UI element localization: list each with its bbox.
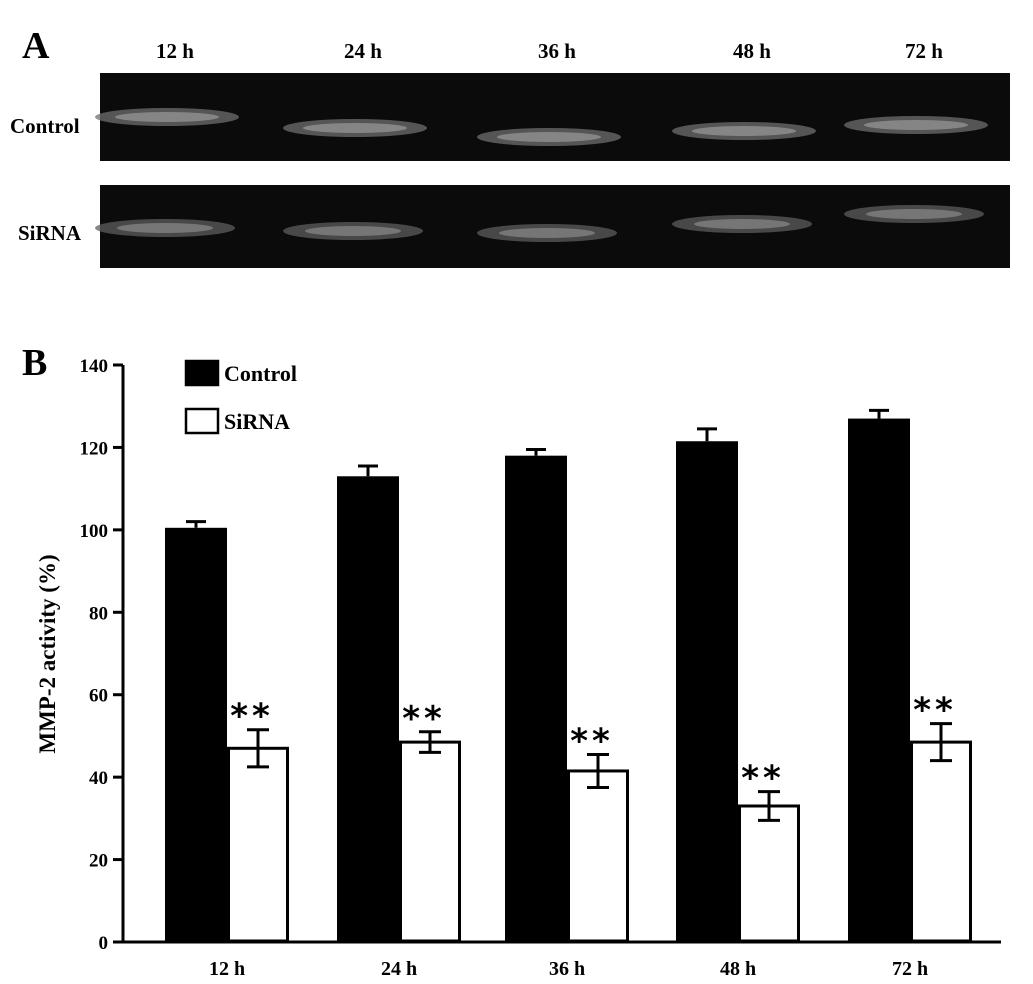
- significance-mark: **: [230, 697, 274, 737]
- legend-swatch-sirna: [184, 407, 220, 435]
- lane-label: 24 h: [344, 39, 382, 63]
- gel-band-sirna-core: [305, 226, 401, 236]
- x-tick-label: 24 h: [381, 958, 417, 980]
- gel-band-control-core: [692, 126, 796, 136]
- gel-band-sirna-core: [866, 209, 962, 219]
- bar-control: [337, 476, 399, 942]
- x-tick-label: 36 h: [549, 958, 585, 980]
- gel-band-sirna-core: [117, 223, 213, 233]
- x-tick-labels: 12 h 24 h 36 h 48 h 72 h: [209, 958, 928, 980]
- error-bars: [186, 408, 952, 822]
- x-tick-label: 48 h: [720, 958, 756, 980]
- bar-sirna: [399, 740, 461, 943]
- bar-sirna: [227, 746, 289, 943]
- y-tick-label: 60: [89, 686, 108, 707]
- significance-mark: **: [402, 699, 446, 739]
- gel-band-control-core: [497, 132, 601, 142]
- legend-label-sirna: SiRNA: [224, 409, 290, 434]
- bar-control: [505, 455, 567, 942]
- panel-a-letter: A: [22, 25, 50, 67]
- row-label-sirna: SiRNA: [18, 221, 82, 245]
- significance-mark: **: [741, 759, 785, 799]
- y-tick-label: 140: [80, 356, 109, 377]
- lane-label: 72 h: [905, 39, 943, 63]
- gel-strip-control: [100, 73, 1010, 161]
- bar-control: [848, 418, 910, 942]
- bar-control: [676, 441, 738, 942]
- row-label-control: Control: [10, 114, 80, 138]
- significance-mark: **: [913, 691, 957, 731]
- bar-sirna: [738, 804, 800, 943]
- y-tick-label: 100: [80, 521, 109, 542]
- legend-label-control: Control: [224, 361, 297, 386]
- y-tick-label: 20: [89, 851, 108, 872]
- lane-labels: 12 h 24 h 36 h 48 h 72 h: [156, 39, 943, 63]
- y-tick-label: 80: [89, 603, 108, 624]
- y-tick-label: 40: [89, 768, 108, 789]
- gel-band-sirna-core: [499, 228, 595, 238]
- y-tick-label: 120: [80, 438, 109, 459]
- legend: Control SiRNA: [184, 359, 297, 435]
- bands-control: [95, 108, 988, 146]
- legend-swatch-control: [184, 359, 220, 387]
- bar-sirna: [910, 740, 972, 943]
- x-tick-label: 72 h: [892, 958, 928, 980]
- y-tick-label: 0: [99, 933, 109, 954]
- gel-band-control-core: [864, 120, 968, 130]
- panel-b-letter: B: [22, 342, 47, 384]
- bars: [165, 418, 972, 943]
- x-tick-label: 12 h: [209, 958, 245, 980]
- bar-control: [165, 527, 227, 942]
- bands-sirna: [95, 205, 984, 242]
- gel-band-control-core: [115, 112, 219, 122]
- lane-label: 12 h: [156, 39, 194, 63]
- lane-label: 48 h: [733, 39, 771, 63]
- significance-marks: ** ** ** ** **: [230, 691, 957, 799]
- significance-mark: **: [570, 721, 614, 761]
- bar-sirna: [567, 769, 629, 943]
- bar-chart: ** ** ** ** ** 0 20 40 60 80 100 120 140 12 h 24 h 36…: [35, 356, 1001, 980]
- y-ticks: 0 20 40 60 80 100 120 140: [80, 356, 123, 954]
- y-axis-title: MMP-2 activity (%): [35, 554, 60, 753]
- gel-band-control-core: [303, 123, 407, 133]
- gel-band-sirna-core: [694, 219, 790, 229]
- lane-label: 36 h: [538, 39, 576, 63]
